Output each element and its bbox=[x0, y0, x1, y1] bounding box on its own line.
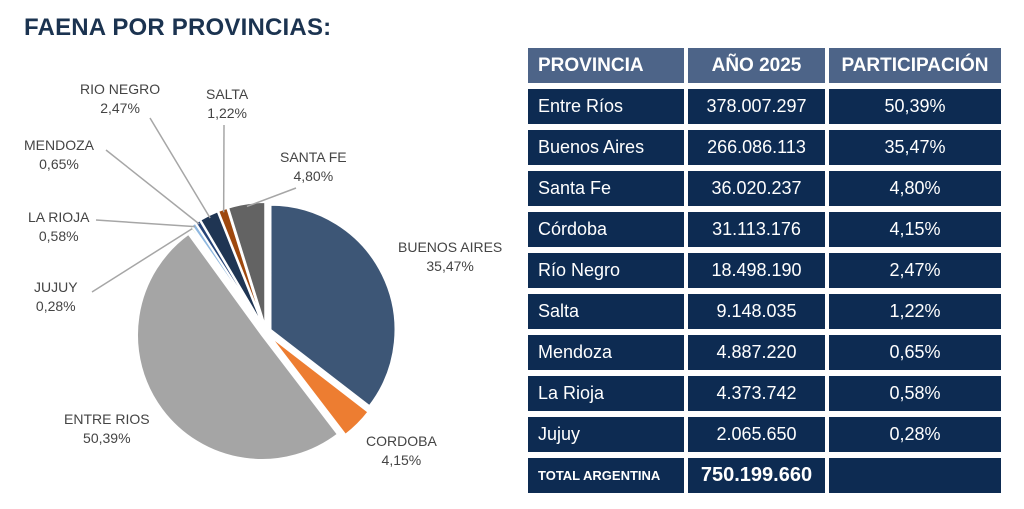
table-row: La Rioja 4.373.742 0,58% bbox=[528, 376, 1001, 411]
table-header-row: PROVINCIA AÑO 2025 PARTICIPACIÓN bbox=[528, 48, 1001, 83]
header-ano: AÑO 2025 bbox=[688, 48, 825, 83]
leader-line bbox=[95, 219, 196, 228]
leader-line bbox=[149, 117, 211, 219]
cell-share: 50,39% bbox=[829, 89, 1001, 124]
cell-share: 0,65% bbox=[829, 335, 1001, 370]
table-row: Entre Ríos 378.007.297 50,39% bbox=[528, 89, 1001, 124]
leader-line bbox=[105, 149, 200, 225]
pie-slice-santa-fe bbox=[226, 201, 267, 328]
pie-slice-cordoba bbox=[268, 334, 370, 437]
cell-province: Jujuy bbox=[528, 417, 684, 452]
table-row: Buenos Aires 266.086.113 35,47% bbox=[528, 130, 1001, 165]
cell-share: 4,15% bbox=[829, 212, 1001, 247]
cell-share: 0,28% bbox=[829, 417, 1001, 452]
pie-slice-buenos-aires bbox=[269, 203, 397, 408]
data-label: LA RIOJA 0,58% bbox=[28, 208, 89, 246]
total-row: TOTAL ARGENTINA 750.199.660 bbox=[528, 458, 1001, 493]
slice-name: ENTRE RIOS bbox=[64, 411, 150, 427]
slice-value: 0,58% bbox=[38, 228, 79, 244]
total-share bbox=[829, 458, 1001, 493]
cell-share: 2,47% bbox=[829, 253, 1001, 288]
table-row: Salta 9.148.035 1,22% bbox=[528, 294, 1001, 329]
cell-share: 1,22% bbox=[829, 294, 1001, 329]
slice-name: MENDOZA bbox=[24, 137, 94, 153]
cell-value: 266.086.113 bbox=[688, 130, 825, 165]
slice-value: 4,80% bbox=[293, 168, 334, 184]
slice-name: JUJUY bbox=[34, 279, 78, 295]
slice-value: 1,22% bbox=[207, 105, 247, 121]
cell-value: 31.113.176 bbox=[688, 212, 825, 247]
cell-share: 4,80% bbox=[829, 171, 1001, 206]
table-row: Córdoba 31.113.176 4,15% bbox=[528, 212, 1001, 247]
table-row: Santa Fe 36.020.237 4,80% bbox=[528, 171, 1001, 206]
cell-value: 378.007.297 bbox=[688, 89, 825, 124]
cell-share: 35,47% bbox=[829, 130, 1001, 165]
total-value: 750.199.660 bbox=[688, 458, 825, 493]
cell-province: Río Negro bbox=[528, 253, 684, 288]
cell-value: 4.887.220 bbox=[688, 335, 825, 370]
data-label: MENDOZA 0,65% bbox=[24, 136, 94, 174]
data-label: SANTA FE 4,80% bbox=[280, 148, 347, 186]
slice-value: 0,65% bbox=[39, 156, 79, 172]
table-row: Río Negro 18.498.190 2,47% bbox=[528, 253, 1001, 288]
cell-province: La Rioja bbox=[528, 376, 684, 411]
table-row: Jujuy 2.065.650 0,28% bbox=[528, 417, 1001, 452]
slice-name: SALTA bbox=[206, 86, 249, 102]
data-label: JUJUY 0,28% bbox=[34, 278, 78, 316]
cell-share: 0,58% bbox=[829, 376, 1001, 411]
cell-province: Mendoza bbox=[528, 335, 684, 370]
slice-value: 35,47% bbox=[426, 258, 474, 274]
leader-line bbox=[91, 227, 193, 293]
page-title: FAENA POR PROVINCIAS: bbox=[24, 14, 332, 41]
slice-name: BUENOS AIRES bbox=[398, 239, 503, 255]
cell-value: 9.148.035 bbox=[688, 294, 825, 329]
data-label: ENTRE RIOS 50,39% bbox=[64, 410, 150, 448]
slice-name: RIO NEGRO bbox=[80, 81, 161, 97]
pie-chart bbox=[91, 117, 397, 461]
cell-value: 2.065.650 bbox=[688, 417, 825, 452]
cell-value: 4.373.742 bbox=[688, 376, 825, 411]
cell-province: Córdoba bbox=[528, 212, 684, 247]
slice-name: SANTA FE bbox=[280, 149, 347, 165]
total-label: TOTAL ARGENTINA bbox=[528, 458, 684, 493]
leader-line bbox=[246, 187, 297, 208]
cell-province: Santa Fe bbox=[528, 171, 684, 206]
cell-value: 18.498.190 bbox=[688, 253, 825, 288]
cell-province: Buenos Aires bbox=[528, 130, 684, 165]
data-label: CORDOBA 4,15% bbox=[366, 432, 437, 470]
cell-province: Entre Ríos bbox=[528, 89, 684, 124]
slice-name: LA RIOJA bbox=[28, 209, 90, 225]
header-participacion: PARTICIPACIÓN bbox=[829, 48, 1001, 83]
cell-value: 36.020.237 bbox=[688, 171, 825, 206]
slice-value: 50,39% bbox=[83, 430, 131, 446]
cell-province: Salta bbox=[528, 294, 684, 329]
data-label: SALTA 1,22% bbox=[206, 85, 248, 123]
data-label: BUENOS AIRES 35,47% bbox=[398, 238, 502, 276]
slice-value: 4,15% bbox=[381, 452, 422, 468]
header-provincia: PROVINCIA bbox=[528, 48, 684, 83]
pie-slice-entre-rios bbox=[136, 232, 340, 461]
province-table: PROVINCIA AÑO 2025 PARTICIPACIÓN Entre R… bbox=[524, 42, 1005, 499]
table-row: Mendoza 4.887.220 0,65% bbox=[528, 335, 1001, 370]
slice-name: CORDOBA bbox=[366, 433, 437, 449]
data-label: RIO NEGRO 2,47% bbox=[80, 80, 160, 118]
slice-value: 0,28% bbox=[35, 298, 76, 314]
slice-value: 2,47% bbox=[100, 100, 140, 116]
